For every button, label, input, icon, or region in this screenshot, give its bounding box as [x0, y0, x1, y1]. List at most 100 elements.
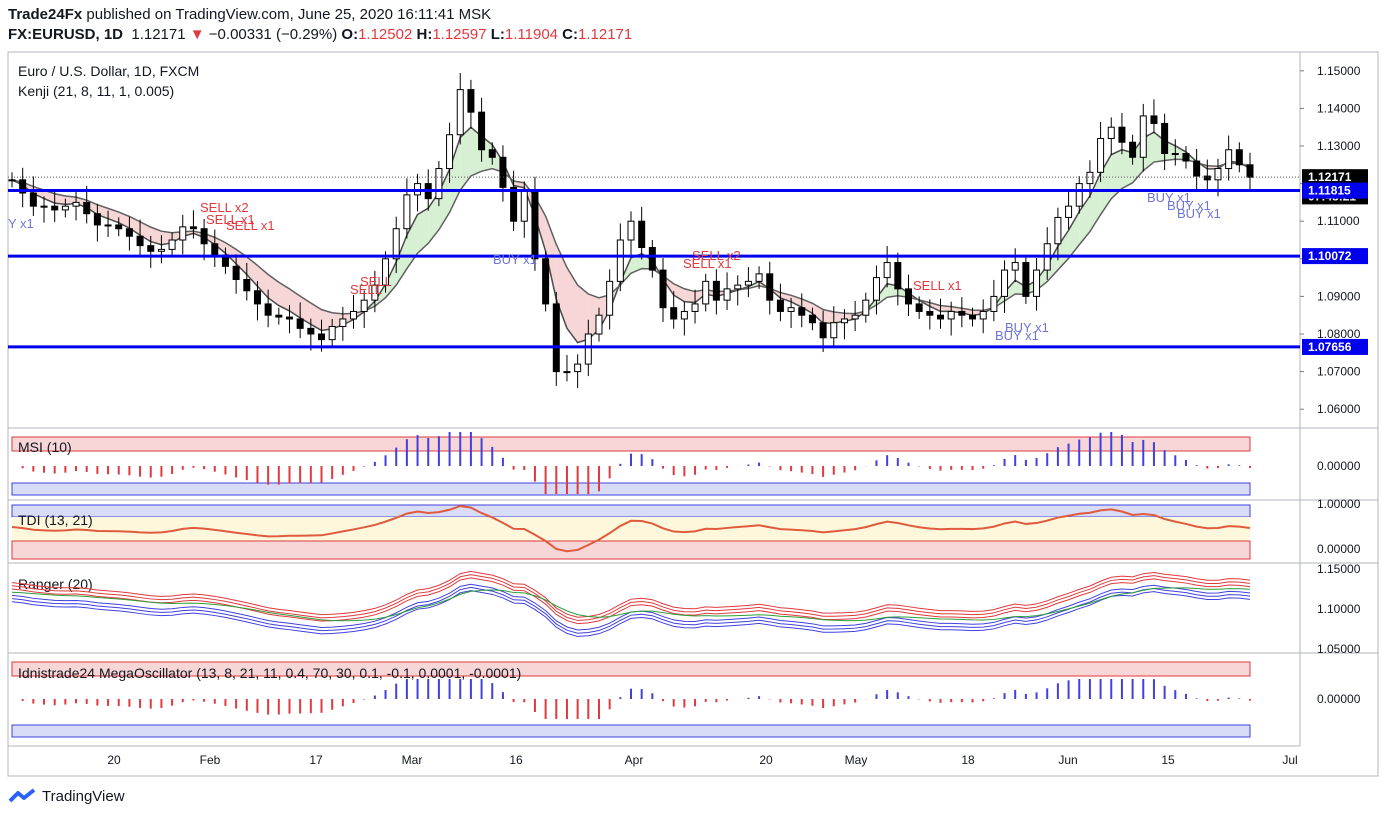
- mega-upper-band: [11, 661, 1251, 677]
- candle-body: [830, 322, 838, 339]
- candle-body: [1022, 262, 1030, 297]
- price-tick-label: 1.08000: [1317, 327, 1361, 341]
- low-value: 1.11904: [504, 26, 558, 43]
- signal-label: BUY x1: [1167, 198, 1211, 213]
- kenji-cloud-segment: [150, 227, 162, 245]
- publisher-name[interactable]: Trade24Fx: [8, 6, 83, 23]
- price-change: −0.00331 (−0.29%): [208, 26, 338, 43]
- mega-tick: 0.00000: [1317, 692, 1361, 706]
- tdi-title: TDI (13, 21): [18, 512, 93, 528]
- high-label: H:: [416, 26, 433, 43]
- signal-label: BUY x1: [493, 252, 537, 267]
- price-label-box: [1302, 248, 1368, 265]
- price-tick-label: 1.11000: [1317, 214, 1360, 228]
- candle-body: [744, 280, 752, 286]
- kenji-cloud-segment: [449, 137, 461, 213]
- time-tick-label: May: [845, 753, 868, 767]
- price-tick-label: 1.06000: [1317, 402, 1361, 416]
- candle-body: [478, 111, 486, 151]
- publish-line: Trade24Fx published on TradingView.com, …: [8, 6, 491, 23]
- candle-body: [275, 314, 283, 318]
- candle-body: [734, 284, 742, 290]
- kenji-cloud-segment: [460, 127, 471, 191]
- signal-label: SELL: [350, 282, 382, 297]
- kenji-cloud-segment: [823, 309, 834, 324]
- candle-body: [552, 303, 560, 373]
- candle-body: [638, 220, 646, 249]
- msi-upper-band: [11, 436, 1251, 452]
- candle-body: [969, 314, 977, 320]
- signal-label: SELL: [360, 274, 392, 289]
- kenji-cloud-segment: [289, 288, 301, 318]
- candle-body: [382, 258, 390, 286]
- candle-body: [947, 310, 955, 320]
- kenji-cloud-segment: [278, 282, 290, 311]
- candle-body: [680, 310, 688, 320]
- time-tick-label: 15: [1161, 753, 1175, 767]
- signal-label: SELL x2: [200, 200, 249, 215]
- tradingview-logo[interactable]: TradingView: [8, 787, 125, 805]
- kenji-cloud-segment: [929, 302, 941, 312]
- candle-body: [510, 186, 518, 222]
- kenji-cloud-segment: [310, 302, 322, 331]
- candle-body: [350, 310, 358, 320]
- price-label: 1.11815: [1308, 184, 1351, 198]
- candle-body: [51, 205, 59, 211]
- signal-label: SELL x1: [683, 256, 732, 271]
- candle-body: [787, 307, 795, 312]
- price-tick-label: 1.07000: [1317, 365, 1361, 379]
- candle-body: [211, 243, 219, 256]
- candle-body: [446, 134, 454, 170]
- candle-body: [819, 322, 827, 339]
- msi-title: MSI (10): [18, 439, 72, 455]
- time-tick-label: 18: [961, 753, 975, 767]
- candle-body: [1150, 115, 1158, 124]
- candle-body: [776, 299, 784, 312]
- ohlc-line: FX:EURUSD, 1D 1.12171 ▼ −0.00331 (−0.29%…: [8, 26, 632, 43]
- candle-body: [766, 273, 774, 301]
- candle-body: [755, 273, 763, 282]
- candle-body: [40, 205, 48, 208]
- tdi-tick: 0.00000: [1317, 542, 1361, 556]
- candle-body: [435, 168, 443, 200]
- candle-body: [371, 284, 379, 301]
- signal-label: Y x1: [8, 216, 34, 231]
- candle-body: [93, 213, 101, 226]
- kenji-cloud-segment: [1121, 149, 1133, 189]
- price-label-box: [1302, 182, 1368, 199]
- candle-body: [456, 89, 464, 136]
- candle-body: [1086, 171, 1094, 185]
- candle-body: [1075, 183, 1083, 207]
- candle-body: [1203, 175, 1211, 181]
- candle-body: [723, 288, 731, 301]
- candle-body: [115, 224, 123, 230]
- candle-body: [595, 314, 603, 335]
- candle-body: [872, 277, 880, 301]
- signal-label: BUY x1: [995, 328, 1039, 343]
- candle-body: [659, 269, 667, 309]
- candle-body: [29, 192, 37, 207]
- candle-body: [1033, 269, 1041, 297]
- high-value: 1.12597: [432, 26, 487, 43]
- price-tick-label: 1.09000: [1317, 289, 1361, 303]
- candle-body: [243, 278, 251, 292]
- kenji-cloud-segment: [556, 244, 567, 329]
- ranger-tick: 1.10000: [1317, 602, 1361, 616]
- ranger-line: [11, 577, 1251, 625]
- candle-body: [360, 299, 368, 312]
- signal-label: BUY x1: [1147, 190, 1191, 205]
- ranger-mid-line: [11, 587, 1251, 622]
- candle-body: [104, 224, 112, 227]
- symbol-label[interactable]: FX:EURUSD, 1D: [8, 26, 124, 43]
- msi-lower-band: [11, 482, 1251, 496]
- candle-body: [798, 307, 806, 316]
- candle-body: [1214, 168, 1222, 181]
- signal-label: BUY x1: [1177, 206, 1221, 221]
- kenji-cloud-segment: [566, 267, 578, 343]
- candle-body: [467, 89, 475, 113]
- candle-body: [883, 262, 891, 279]
- candle-body: [1246, 164, 1254, 178]
- candle-body: [1193, 160, 1201, 177]
- candle-body: [285, 316, 293, 320]
